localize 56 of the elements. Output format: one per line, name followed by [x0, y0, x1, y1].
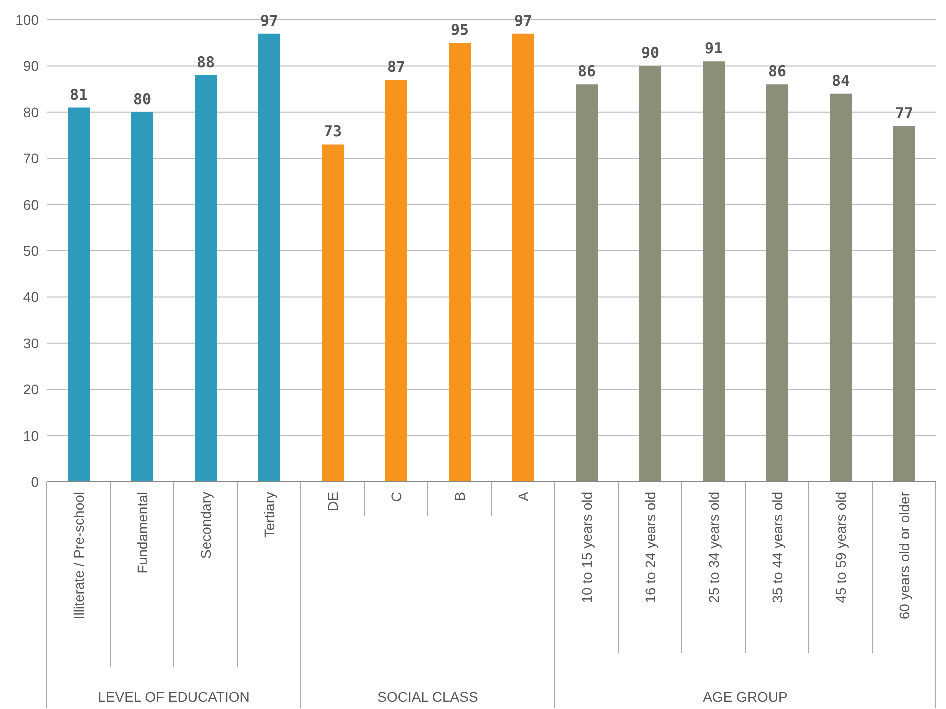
- x-tick-label: A: [515, 491, 532, 502]
- x-tick-label: 35 to 44 years old: [769, 492, 786, 604]
- bar: [258, 34, 280, 482]
- y-tick-label: 70: [23, 150, 40, 167]
- y-tick-label: 50: [23, 242, 40, 259]
- y-tick-label: 80: [23, 104, 40, 120]
- data-label: 84: [832, 72, 850, 90]
- y-tick-label: 30: [23, 335, 40, 352]
- bar: [703, 62, 725, 482]
- y-tick-label: 20: [23, 382, 40, 398]
- data-label: 73: [324, 122, 342, 141]
- bar: [640, 66, 662, 482]
- data-label: 90: [641, 44, 660, 62]
- data-label: 86: [578, 62, 596, 81]
- y-tick-label: 0: [31, 474, 40, 490]
- y-tick-label: 90: [23, 58, 40, 74]
- x-tick-label: 16 to 24 years old: [642, 492, 658, 604]
- x-tick-label: 45 to 59 years old: [832, 492, 849, 604]
- text: SOCIAL CLASS: [378, 689, 478, 705]
- data-label: 88: [196, 53, 216, 72]
- bar: [195, 75, 217, 482]
- bar: [386, 80, 408, 482]
- data-label: 77: [895, 104, 914, 122]
- bar: [576, 84, 598, 482]
- x-tick-label: Illiterate / Pre-school: [70, 492, 87, 620]
- data-label: 95: [450, 21, 470, 40]
- x-tick-label: Tertiary: [261, 492, 278, 538]
- x-tick-label: 60 years old or older: [896, 492, 912, 620]
- data-label: 91: [704, 40, 724, 58]
- data-label: 97: [260, 12, 279, 30]
- data-label: 81: [70, 86, 88, 104]
- x-tick-label: DE: [324, 492, 341, 512]
- x-tick-label: 10 to 15 years old: [578, 492, 595, 604]
- data-label: 97: [514, 12, 533, 30]
- x-tick-label: Fundamental: [134, 492, 150, 574]
- bar: [449, 43, 471, 482]
- bar: [766, 84, 788, 482]
- text: LEVEL OF EDUCATION: [98, 689, 250, 705]
- data-label: 87: [387, 58, 406, 76]
- x-tick-label: 25 to 34 years old: [706, 492, 722, 604]
- data-label: 86: [768, 62, 787, 81]
- y-tick-label: 60: [23, 196, 40, 213]
- x-tick-label: C: [388, 492, 404, 502]
- x-tick-label: B: [452, 492, 468, 502]
- text: AGE GROUP: [703, 689, 788, 705]
- x-tick-label: Secondary: [198, 492, 214, 559]
- bar: [830, 94, 852, 482]
- y-tick-label: 100: [16, 12, 40, 28]
- bar: [322, 144, 344, 482]
- bar: [68, 108, 90, 482]
- data-label: 80: [133, 90, 152, 108]
- y-tick-label: 40: [23, 289, 40, 306]
- y-tick-label: 10: [23, 428, 40, 444]
- bar: [894, 126, 916, 482]
- bar: [512, 34, 534, 482]
- bar: [132, 112, 154, 482]
